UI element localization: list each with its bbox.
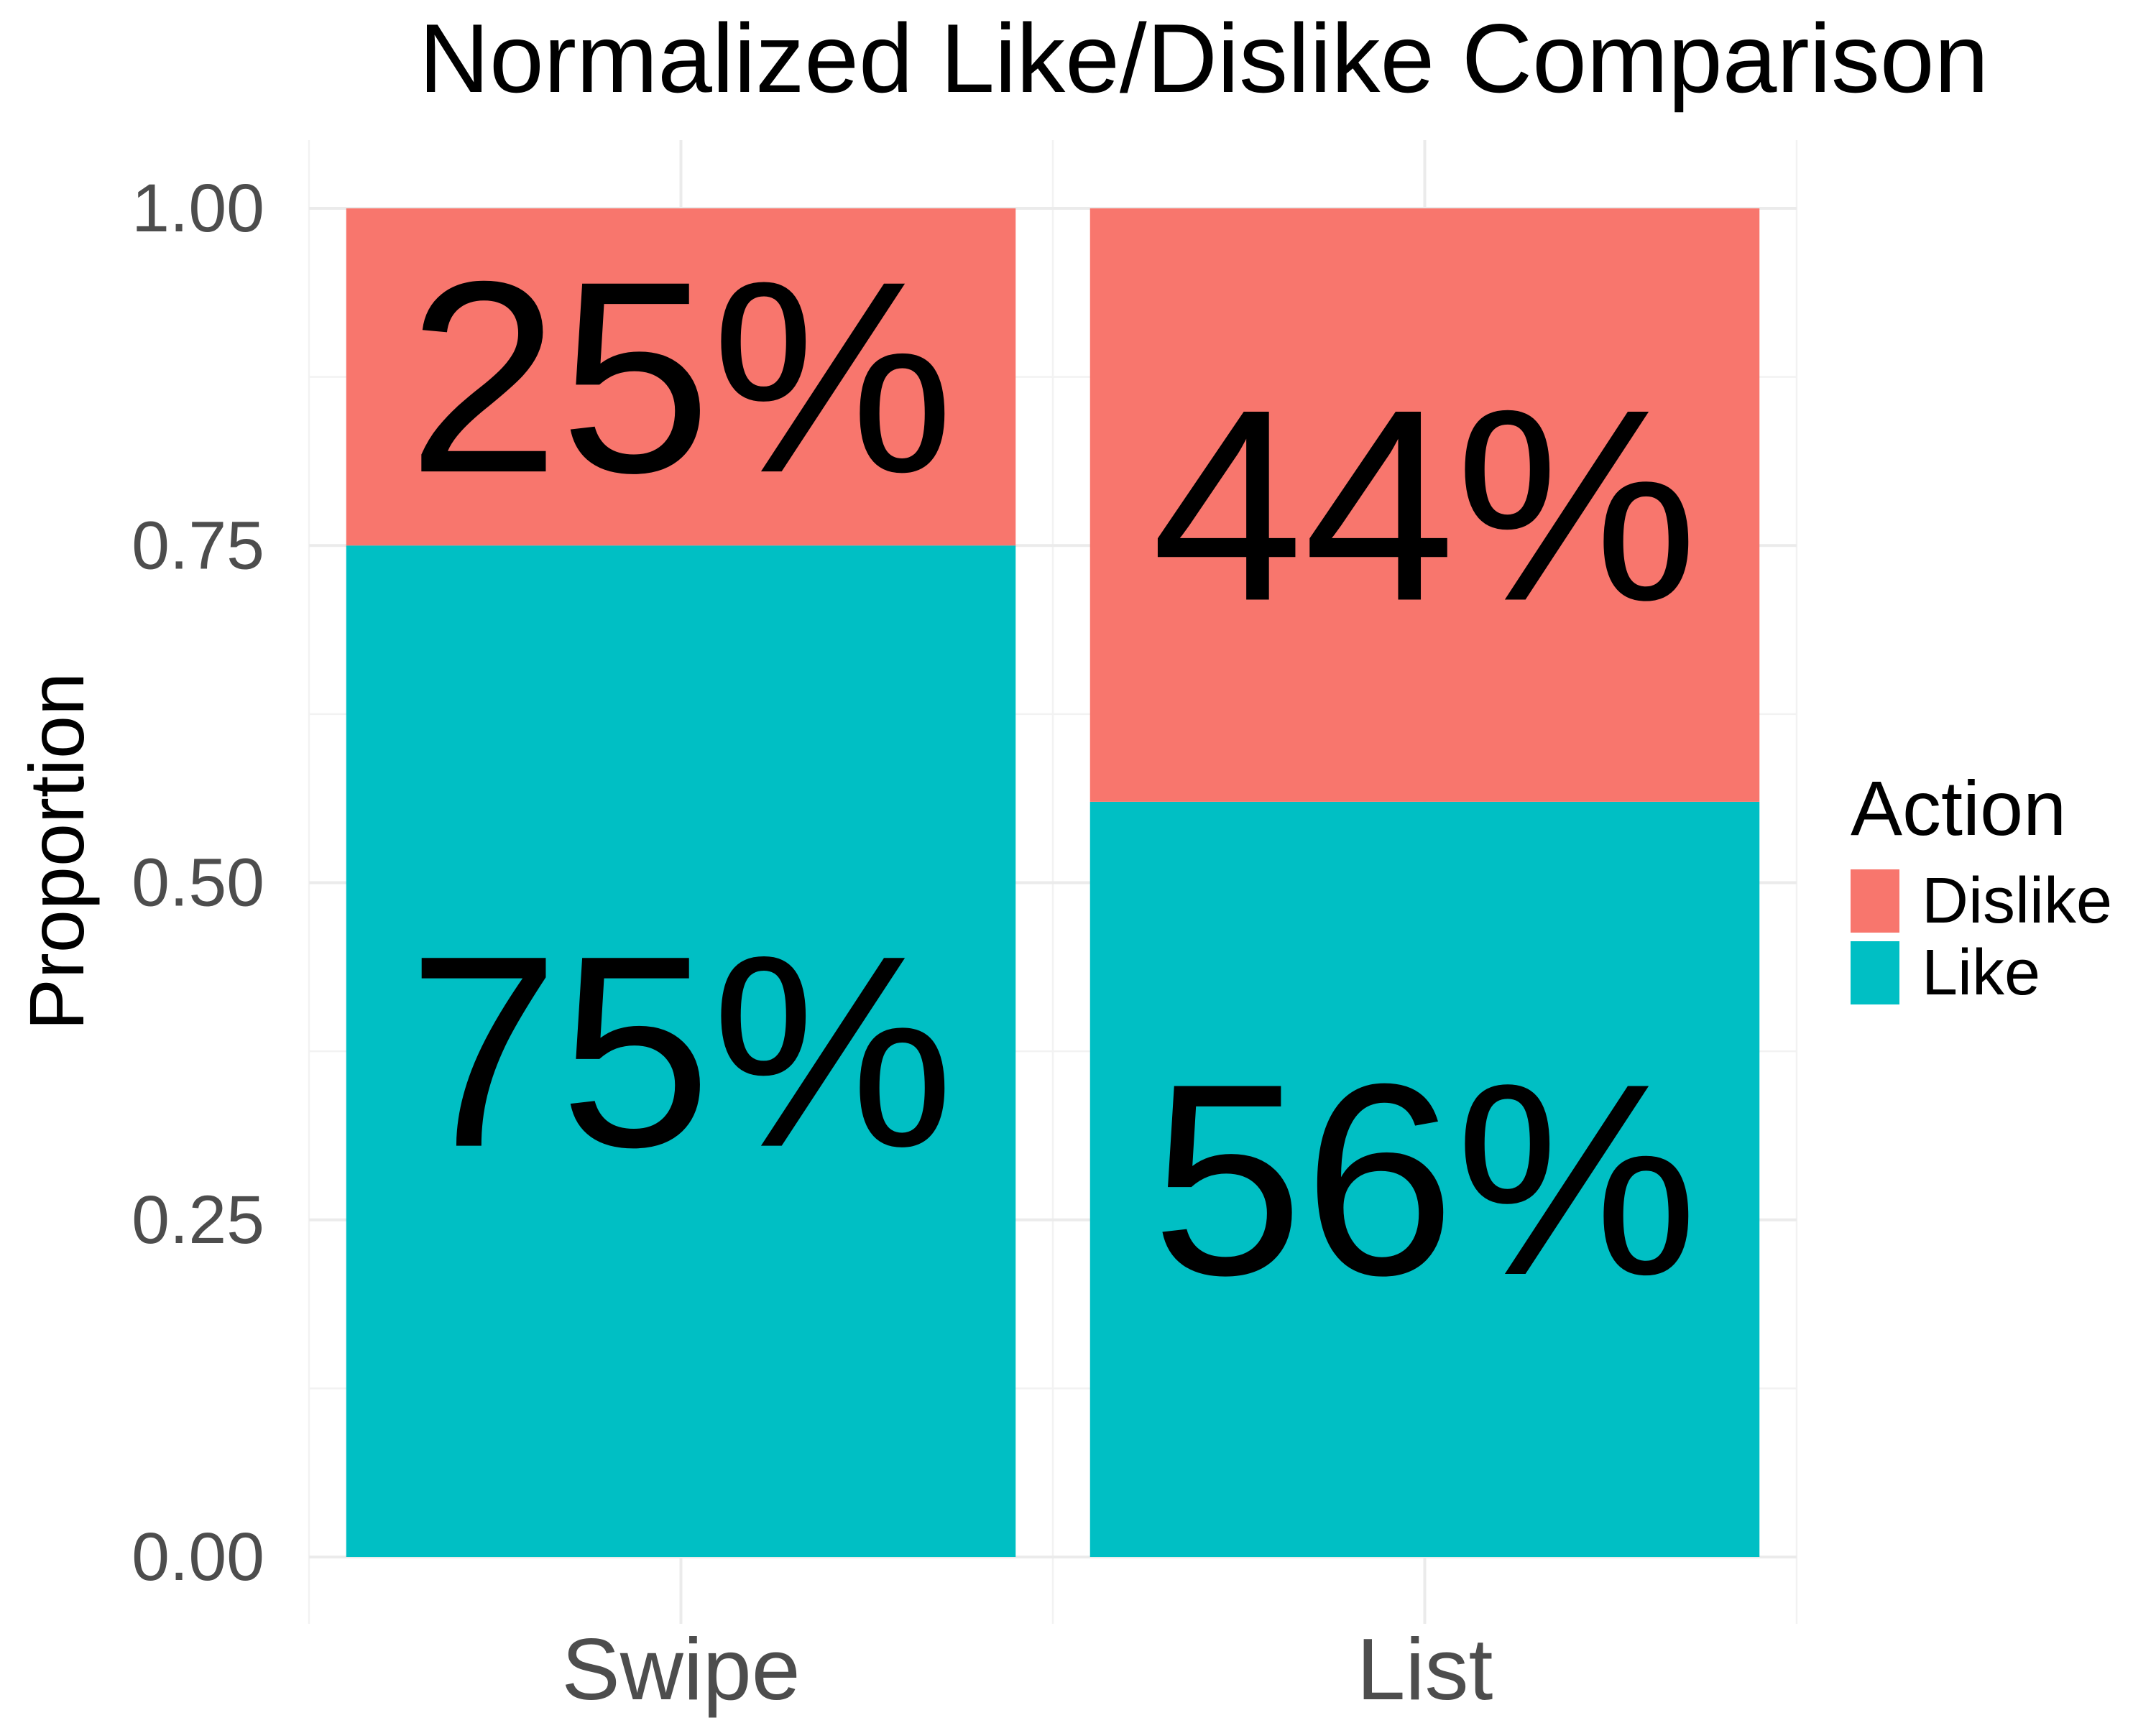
bar-label-like-list: 56%	[1151, 1027, 1698, 1332]
y-tick-label: 0.50	[132, 845, 264, 921]
bar-like-swipe	[346, 545, 1016, 1557]
y-tick-label: 0.25	[132, 1182, 264, 1258]
bar-label-like-swipe: 75%	[407, 899, 954, 1204]
chart-title: Normalized Like/Dislike Comparison	[419, 4, 1989, 113]
bar-labels: 75% 25% 56% 44%	[407, 224, 1698, 1332]
bar-label-dislike-swipe: 25%	[407, 224, 954, 530]
bar-like-list	[1089, 801, 1760, 1557]
y-tick-label: 0.00	[132, 1519, 264, 1595]
y-axis-title: Proportion	[13, 673, 100, 1030]
legend-swatch-dislike	[1851, 869, 1899, 933]
bar-dislike-swipe	[346, 208, 1016, 546]
bar-label-dislike-list: 44%	[1151, 352, 1698, 657]
y-tick-label: 1.00	[132, 170, 264, 246]
y-tick-label: 0.75	[132, 507, 264, 583]
legend-label-dislike: Dislike	[1922, 865, 2112, 937]
x-tick-label-swipe: Swipe	[561, 1620, 800, 1718]
legend-swatch-like	[1851, 941, 1899, 1004]
bars	[346, 208, 1760, 1557]
legend-title: Action	[1851, 764, 2066, 851]
axes: 0.00 0.25 0.50 0.75 1.00 Swipe List	[132, 170, 1493, 1718]
x-tick-label-list: List	[1357, 1620, 1493, 1718]
legend-label-like: Like	[1922, 937, 2040, 1009]
bar-dislike-list	[1089, 208, 1760, 802]
